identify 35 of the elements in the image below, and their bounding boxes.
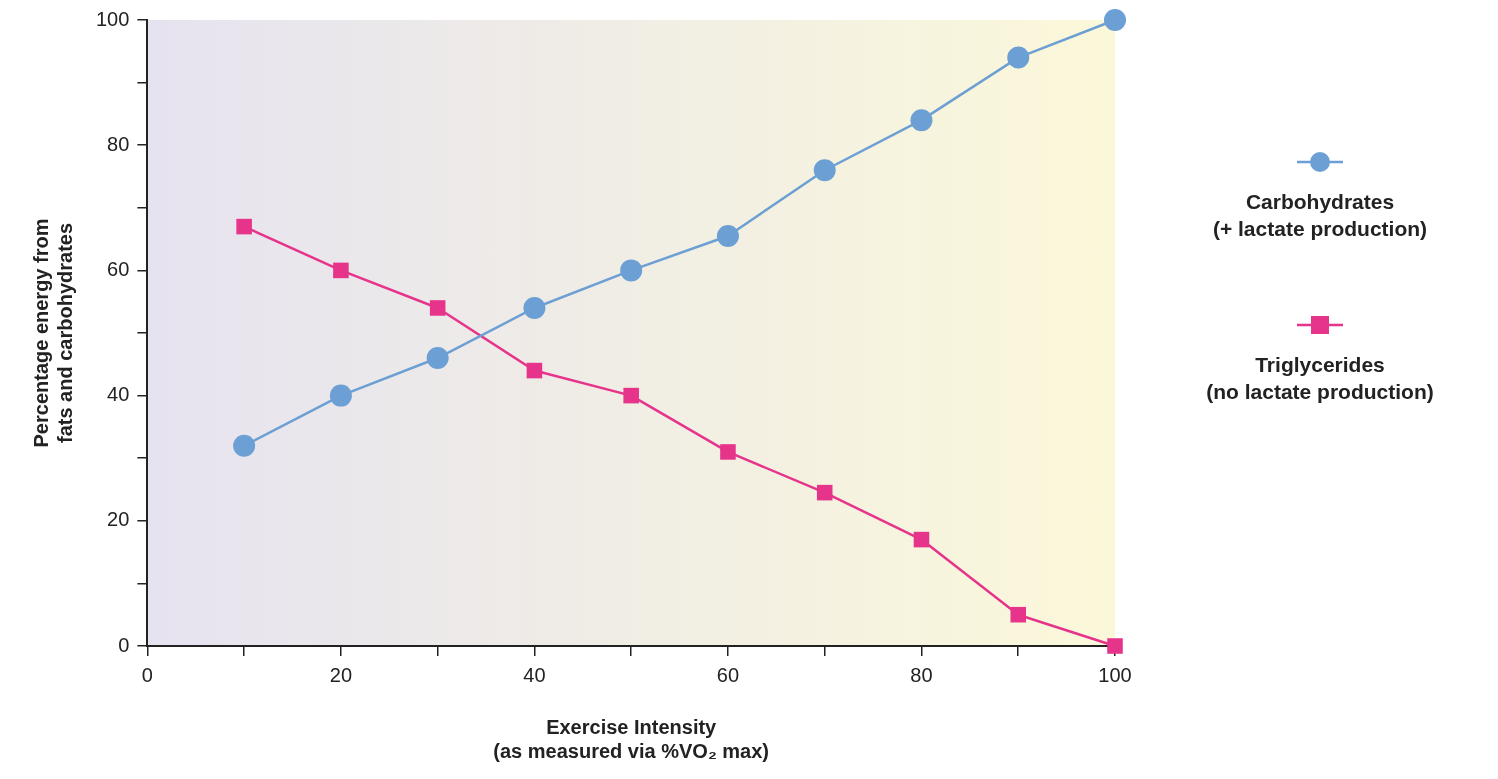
point xyxy=(426,347,449,370)
x-tick-label: 40 xyxy=(523,663,546,686)
point xyxy=(333,262,349,279)
point xyxy=(620,259,643,282)
y-tick-label: 100 xyxy=(95,7,130,30)
point xyxy=(236,218,252,235)
point xyxy=(329,384,352,407)
x-tick-label: 80 xyxy=(910,663,933,686)
point xyxy=(526,362,543,379)
y-axis-title: Percentage energy from fats and carbohydrates xyxy=(29,218,76,448)
point xyxy=(716,224,739,247)
x-axis-title: Exercise Intensity (as measured via %VO₂ max) xyxy=(493,715,770,762)
point xyxy=(623,387,639,404)
legend-label: Carbohydrates (+ lactate production) xyxy=(1211,189,1429,243)
y-tick-label: 20 xyxy=(107,508,130,531)
point xyxy=(913,531,930,548)
y-tick-label: 80 xyxy=(107,132,130,155)
point xyxy=(1010,606,1027,623)
legend-label: Triglycerides (no lactate production) xyxy=(1205,351,1435,405)
point xyxy=(816,484,833,501)
point xyxy=(813,159,836,182)
point xyxy=(720,444,736,460)
x-tick-label: 20 xyxy=(329,663,353,686)
point xyxy=(233,434,256,457)
point xyxy=(429,300,446,316)
y-tick-label: 0 xyxy=(118,633,130,656)
point xyxy=(1007,46,1030,69)
point xyxy=(523,296,546,319)
point xyxy=(910,109,933,132)
point xyxy=(1104,9,1126,31)
y-tick-label: 40 xyxy=(107,383,130,406)
x-tick-label: 100 xyxy=(1098,663,1132,686)
x-tick-label: 0 xyxy=(141,663,153,686)
y-tick-label: 60 xyxy=(107,257,130,280)
x-tick-label: 60 xyxy=(716,663,740,686)
